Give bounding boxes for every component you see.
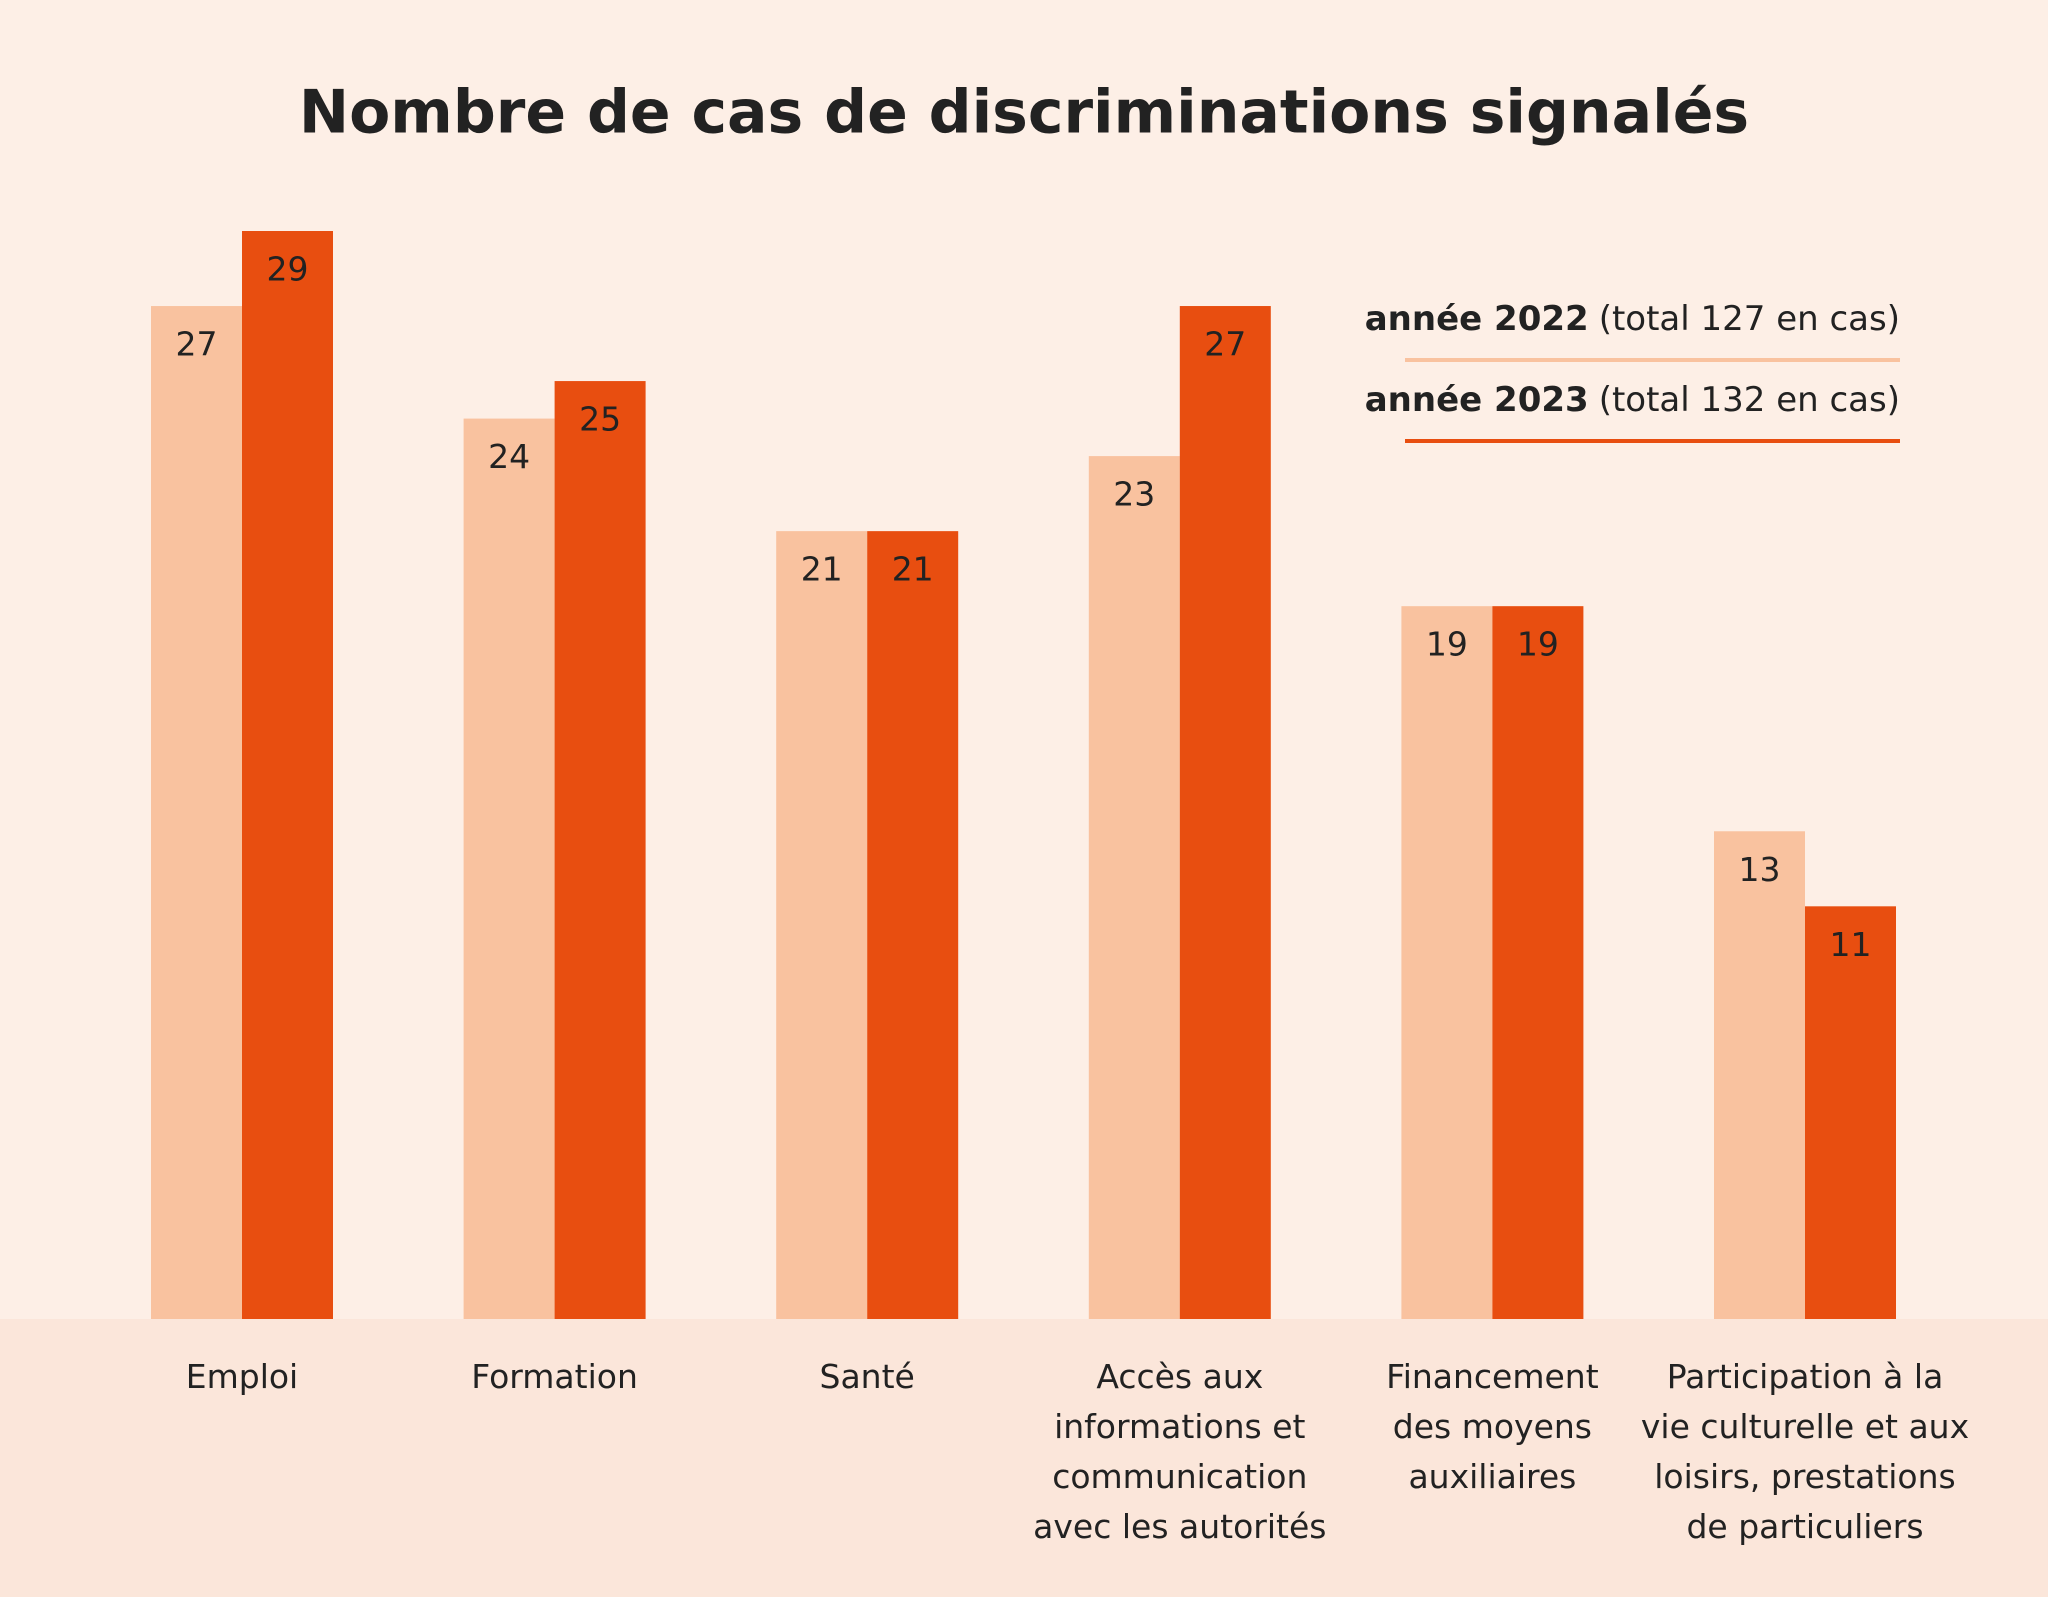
legend-name: année 2023	[1365, 380, 1589, 420]
x-tick-label: Santé	[819, 1357, 915, 1396]
value-label: 25	[579, 400, 621, 439]
x-tick-label: Formation	[471, 1357, 638, 1396]
x-tick-label: Financement des moyens auxiliaires	[1386, 1357, 1599, 1496]
label-band	[0, 1319, 2048, 1597]
bar	[1179, 306, 1271, 1319]
bar	[554, 381, 646, 1319]
value-label: 13	[1739, 850, 1781, 889]
x-tick-label: Accès aux informations et communication …	[1033, 1357, 1327, 1546]
bar	[463, 418, 555, 1320]
bar	[1805, 906, 1896, 1319]
bar	[1714, 831, 1805, 1319]
value-label: 21	[892, 550, 934, 589]
bar	[242, 231, 333, 1319]
bar	[1088, 456, 1180, 1319]
bar	[1492, 606, 1584, 1319]
bar	[867, 531, 959, 1319]
value-label: 24	[488, 437, 530, 476]
bar	[1401, 606, 1493, 1319]
legend-total: (total 132 en cas)	[1599, 380, 1900, 420]
value-label: 19	[1517, 625, 1559, 664]
legend-name: année 2022	[1365, 299, 1589, 339]
chart-title: Nombre de cas de discriminations signalé…	[299, 78, 1749, 148]
x-tick-label: Participation à la vie culturelle et aux…	[1640, 1357, 1970, 1546]
legend-total: (total 127 en cas)	[1599, 299, 1900, 339]
value-label: 23	[1113, 475, 1155, 514]
value-label: 21	[801, 550, 843, 589]
x-tick-label: Emploi	[185, 1357, 299, 1396]
value-label: 27	[1204, 325, 1246, 364]
bar	[776, 531, 868, 1319]
value-label: 29	[267, 250, 309, 289]
bar	[151, 306, 242, 1319]
value-label: 11	[1830, 925, 1872, 964]
value-label: 27	[176, 325, 218, 364]
legend-entry: année 2022 (total 127 en cas)	[1365, 299, 1900, 339]
legend-entry: année 2023 (total 132 en cas)	[1365, 380, 1900, 420]
value-label: 19	[1426, 625, 1468, 664]
